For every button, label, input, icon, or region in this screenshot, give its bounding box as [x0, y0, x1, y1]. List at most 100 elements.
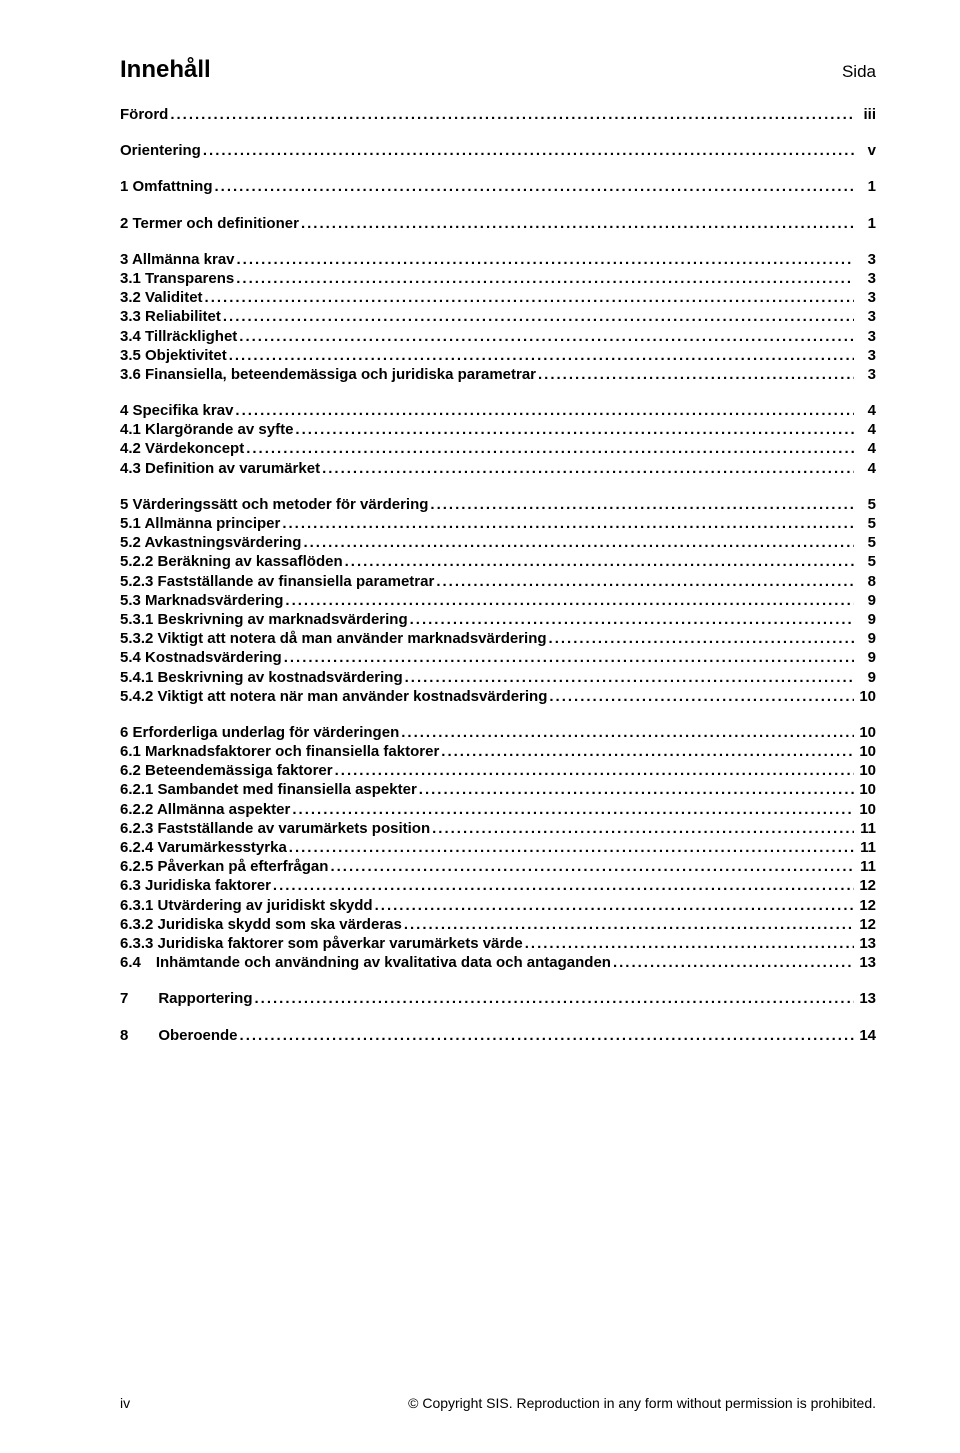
toc-leader-dots — [227, 347, 854, 365]
toc-leader-dots — [547, 688, 854, 706]
toc-entry-page: 10 — [854, 724, 876, 742]
toc-leader-dots — [439, 743, 854, 761]
toc-gap — [120, 1010, 876, 1027]
toc-entry: 3.1 Transparens3 — [120, 270, 876, 288]
toc-leader-dots — [417, 781, 854, 799]
toc-leader-dots — [203, 289, 854, 307]
toc-entry: 5 Värderingssätt och metoder för värderi… — [120, 496, 876, 514]
toc-entry-page: 10 — [854, 762, 876, 780]
toc-entry-label: 5.2 Avkastningsvärdering — [120, 534, 301, 552]
toc-entry: Orientering v — [120, 142, 876, 160]
toc-entry: 6.2.3 Fastställande av varumärkets posit… — [120, 820, 876, 838]
toc-entry-page: 8 — [854, 573, 876, 591]
toc-entry-label: 5.3 Marknadsvärdering — [120, 592, 283, 610]
toc-entry-page: 3 — [854, 289, 876, 307]
toc-leader-dots — [547, 630, 854, 648]
toc-leader-dots — [343, 553, 854, 571]
toc-entry-page: 12 — [854, 897, 876, 915]
toc-entry: 2 Termer och definitioner1 — [120, 215, 876, 233]
toc-entry: 3.5 Objektivitet3 — [120, 347, 876, 365]
toc-entry: 6.2.4 Varumärkesstyrka11 — [120, 839, 876, 857]
toc-entry-page: 11 — [854, 839, 876, 857]
toc-entry-label: 5.4 Kostnadsvärdering — [120, 649, 282, 667]
toc-gap — [120, 161, 876, 178]
toc-leader-dots — [201, 142, 854, 160]
toc-entry-page: 3 — [854, 328, 876, 346]
copyright-text: © Copyright SIS. Reproduction in any for… — [408, 1395, 876, 1411]
toc-entry-label: 6.2 Beteendemässiga faktorer — [120, 762, 333, 780]
toc-entry: 5.4.2 Viktigt att notera när man använde… — [120, 688, 876, 706]
toc-entry: 6.2.5 Påverkan på efterfrågan11 — [120, 858, 876, 876]
page: Innehåll Sida FörordiiiOrienteringv1 Omf… — [0, 0, 960, 1453]
toc-leader-dots — [434, 573, 854, 591]
toc-entry: 5.2.2 Beräkning av kassaflöden5 — [120, 553, 876, 571]
toc-entry-label: 6.3.1 Utvärdering av juridiskt skydd — [120, 897, 373, 915]
toc-entry: 5.3.1 Beskrivning av marknadsvärdering9 — [120, 611, 876, 629]
toc-entry-page: 9 — [854, 649, 876, 667]
toc-entry-page: 4 — [854, 402, 876, 420]
toc-leader-dots — [244, 440, 854, 458]
toc-entry-page: 10 — [854, 688, 876, 706]
toc-leader-dots — [237, 328, 854, 346]
toc-entry-page: 3 — [854, 347, 876, 365]
toc-leader-dots — [221, 308, 854, 326]
toc-entry-label: 6.2.3 Fastställande av varumärkets posit… — [120, 820, 430, 838]
toc-entry: 5.4 Kostnadsvärdering 9 — [120, 649, 876, 667]
toc-leader-dots — [430, 820, 854, 838]
toc-entry-label: Orientering — [120, 142, 201, 160]
toc-entry: 6 Erforderliga underlag för värderingen 1… — [120, 724, 876, 742]
toc-entry-page: iii — [854, 106, 876, 124]
toc-entry: 3.4 Tillräcklighet 3 — [120, 328, 876, 346]
toc-entry-page: 14 — [854, 1027, 876, 1045]
toc-entry-page: 4 — [854, 460, 876, 478]
toc-leader-dots — [408, 611, 854, 629]
toc-entry: 6.3.2 Juridiska skydd som ska värderas12 — [120, 916, 876, 934]
toc-leader-dots — [287, 839, 854, 857]
toc-entry-label: 3.2 Validitet — [120, 289, 203, 307]
toc-leader-dots — [299, 215, 854, 233]
toc-entry-label: 6 Erforderliga underlag för värderingen — [120, 724, 399, 742]
toc-entry-page: v — [854, 142, 876, 160]
toc-leader-dots — [213, 178, 855, 196]
toc-leader-dots — [283, 592, 854, 610]
page-footer: iv © Copyright SIS. Reproduction in any … — [120, 1395, 876, 1411]
toc-entry-label: 7 Rapportering — [120, 990, 253, 1008]
toc-gap — [120, 234, 876, 251]
toc-leader-dots — [233, 402, 854, 420]
toc-entry-label: 3.4 Tillräcklighet — [120, 328, 237, 346]
toc-entry-label: 5.3.1 Beskrivning av marknadsvärdering — [120, 611, 408, 629]
toc-entry-label: 5.4.2 Viktigt att notera när man använde… — [120, 688, 547, 706]
toc-gap — [120, 479, 876, 496]
toc-entry-label: 6.3.3 Juridiska faktorer som påverkar va… — [120, 935, 523, 953]
toc-gap — [120, 973, 876, 990]
toc-entry-label: 3 Allmänna krav — [120, 251, 235, 269]
toc-entry-label: 4.1 Klargörande av syfte — [120, 421, 293, 439]
toc-gap — [120, 385, 876, 402]
toc-list: FörordiiiOrienteringv1 Omfattning12 Term… — [120, 106, 876, 1044]
toc-entry-label: 5.3.2 Viktigt att notera då man använder… — [120, 630, 547, 648]
toc-entry-label: 4.2 Värdekoncept — [120, 440, 244, 458]
toc-entry: 4 Specifika krav4 — [120, 402, 876, 420]
toc-entry: 5.3 Marknadsvärdering9 — [120, 592, 876, 610]
toc-entry: 5.1 Allmänna principer5 — [120, 515, 876, 533]
toc-entry-page: 5 — [854, 534, 876, 552]
toc-leader-dots — [253, 990, 854, 1008]
toc-entry: 4.2 Värdekoncept4 — [120, 440, 876, 458]
toc-leader-dots — [523, 935, 854, 953]
toc-leader-dots — [271, 877, 854, 895]
toc-entry: 4.3 Definition av varumärket4 — [120, 460, 876, 478]
toc-entry-label: 5.2.3 Fastställande av finansiella param… — [120, 573, 434, 591]
toc-page-label: Sida — [842, 62, 876, 82]
toc-entry: 4.1 Klargörande av syfte4 — [120, 421, 876, 439]
toc-entry-label: 5.2.2 Beräkning av kassaflöden — [120, 553, 343, 571]
toc-entry-page: 10 — [854, 801, 876, 819]
toc-header: Innehåll Sida — [120, 56, 876, 84]
toc-entry: 6.3 Juridiska faktorer12 — [120, 877, 876, 895]
toc-leader-dots — [234, 270, 854, 288]
toc-entry-label: 3.3 Reliabilitet — [120, 308, 221, 326]
toc-leader-dots — [373, 897, 854, 915]
toc-entry: 6.3.3 Juridiska faktorer som påverkar va… — [120, 935, 876, 953]
toc-entry: 6.3.1 Utvärdering av juridiskt skydd 12 — [120, 897, 876, 915]
toc-entry-page: 5 — [854, 515, 876, 533]
toc-leader-dots — [290, 801, 854, 819]
